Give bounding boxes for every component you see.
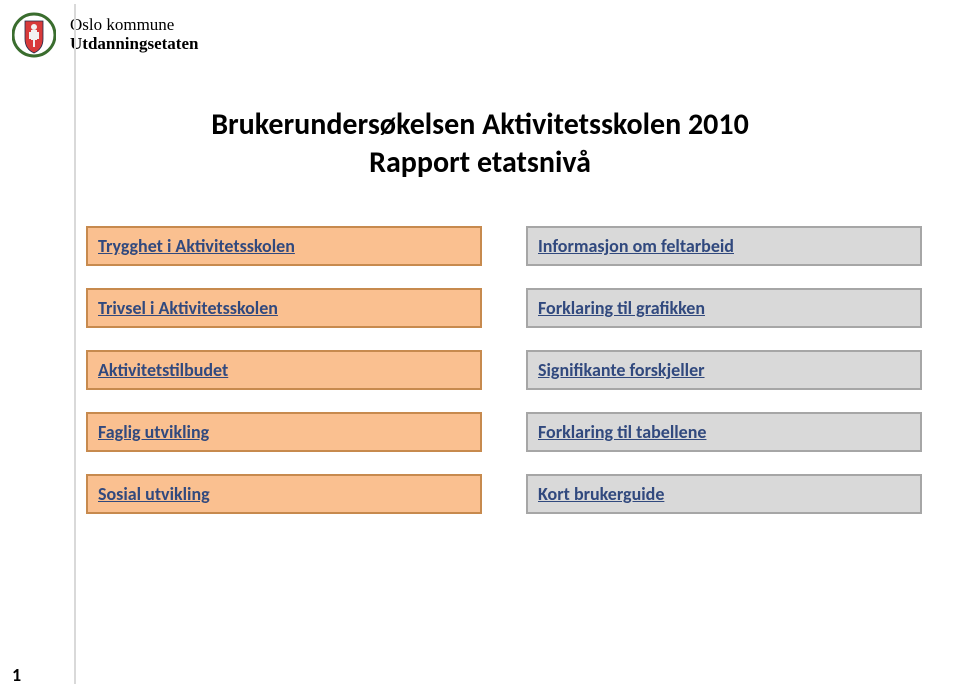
nav-link-forklaring-grafikken[interactable]: Forklaring til grafikken bbox=[526, 288, 922, 328]
nav-link-informasjon-feltarbeid[interactable]: Informasjon om feltarbeid bbox=[526, 226, 922, 266]
nav-link-trivsel[interactable]: Trivsel i Aktivitetsskolen bbox=[86, 288, 482, 328]
nav-link-trygghet[interactable]: Trygghet i Aktivitetsskolen bbox=[86, 226, 482, 266]
document-header: Oslo kommune Utdanningsetaten bbox=[0, 0, 960, 70]
nav-link-label: Forklaring til tabellene bbox=[538, 421, 706, 443]
title-line-1: Brukerundersøkelsen Aktivitetsskolen 201… bbox=[0, 106, 960, 144]
nav-link-label: Sosial utvikling bbox=[98, 483, 210, 505]
nav-link-label: Aktivitetstilbudet bbox=[98, 359, 228, 381]
org-dept: Utdanningsetaten bbox=[70, 35, 198, 54]
nav-link-kort-brukerguide[interactable]: Kort brukerguide bbox=[526, 474, 922, 514]
nav-link-aktivitetstilbudet[interactable]: Aktivitetstilbudet bbox=[86, 350, 482, 390]
page-title: Brukerundersøkelsen Aktivitetsskolen 201… bbox=[0, 106, 960, 181]
nav-link-label: Trivsel i Aktivitetsskolen bbox=[98, 297, 278, 319]
title-line-2: Rapport etatsnivå bbox=[0, 144, 960, 182]
nav-link-signifikante-forskjeller[interactable]: Signifikante forskjeller bbox=[526, 350, 922, 390]
nav-left-column: Trygghet i Aktivitetsskolen Trivsel i Ak… bbox=[86, 226, 482, 514]
nav-right-column: Informasjon om feltarbeid Forklaring til… bbox=[526, 226, 922, 514]
nav-columns: Trygghet i Aktivitetsskolen Trivsel i Ak… bbox=[86, 226, 922, 514]
org-name: Oslo kommune bbox=[70, 16, 198, 35]
nav-link-sosial-utvikling[interactable]: Sosial utvikling bbox=[86, 474, 482, 514]
nav-link-label: Trygghet i Aktivitetsskolen bbox=[98, 235, 295, 257]
nav-link-forklaring-tabellene[interactable]: Forklaring til tabellene bbox=[526, 412, 922, 452]
oslo-crest-icon bbox=[12, 11, 56, 59]
nav-link-label: Forklaring til grafikken bbox=[538, 297, 705, 319]
org-text: Oslo kommune Utdanningsetaten bbox=[70, 16, 198, 53]
nav-link-faglig-utvikling[interactable]: Faglig utvikling bbox=[86, 412, 482, 452]
nav-link-label: Faglig utvikling bbox=[98, 421, 209, 443]
page-number: 1 bbox=[12, 664, 21, 686]
nav-link-label: Signifikante forskjeller bbox=[538, 359, 705, 381]
nav-link-label: Kort brukerguide bbox=[538, 483, 664, 505]
nav-link-label: Informasjon om feltarbeid bbox=[538, 235, 734, 257]
